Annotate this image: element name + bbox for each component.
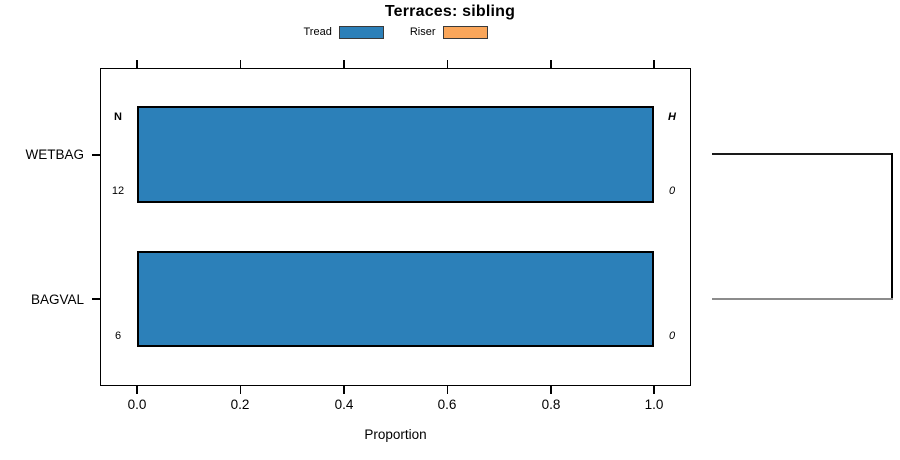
bar-wetbag-tread	[137, 106, 654, 203]
annotation-h-header: H	[668, 111, 676, 123]
x-tick-bottom-1.0	[653, 386, 655, 394]
x-tick-bottom-0.2	[239, 386, 241, 394]
x-tick-label: 0.6	[437, 397, 457, 412]
x-tick-label: 0.4	[334, 397, 354, 412]
legend-item-riser: Riser	[409, 25, 488, 39]
x-tick-top-0.6	[446, 60, 448, 68]
x-tick-bottom-0.8	[550, 386, 552, 394]
x-tick-top-1.0	[653, 60, 655, 68]
x-tick-bottom-0.6	[446, 386, 448, 394]
annotation-n-bagval: 6	[114, 330, 122, 342]
x-axis-title: Proportion	[364, 427, 427, 442]
x-tick-label: 0.2	[230, 397, 250, 412]
y-tick-wetbag	[92, 154, 100, 156]
x-tick-top-0.0	[136, 60, 138, 68]
x-tick-bottom-0.4	[343, 386, 345, 394]
annotation-n-wetbag: 12	[111, 185, 125, 197]
bracket-bottom-line	[712, 298, 893, 300]
x-tick-label: 1.0	[644, 397, 664, 412]
legend-label-tread: Tread	[303, 26, 332, 38]
bar-bagval-tread	[137, 251, 654, 347]
annotation-h-bagval: 0	[668, 330, 676, 342]
y-label-bagval: BAGVAL	[30, 292, 84, 307]
legend-label-riser: Riser	[409, 26, 436, 38]
bracket-top-line	[712, 153, 893, 155]
chart-title: Terraces: sibling	[384, 3, 516, 20]
y-label-wetbag: WETBAG	[25, 147, 84, 162]
legend-swatch-riser-icon	[442, 25, 488, 39]
legend-item-tread: Tread	[303, 25, 384, 39]
x-tick-bottom-0.0	[136, 386, 138, 394]
x-tick-label: 0.0	[127, 397, 147, 412]
x-tick-top-0.8	[550, 60, 552, 68]
legend: Tread Riser	[100, 23, 691, 41]
x-tick-top-0.2	[239, 60, 241, 68]
annotation-h-wetbag: 0	[668, 185, 676, 197]
y-tick-bagval	[92, 298, 100, 300]
x-tick-top-0.4	[343, 60, 345, 68]
x-tick-label: 0.8	[541, 397, 561, 412]
annotation-n-header: N	[114, 111, 122, 123]
bracket-vertical-line	[891, 153, 893, 299]
legend-swatch-tread-icon	[338, 25, 384, 39]
